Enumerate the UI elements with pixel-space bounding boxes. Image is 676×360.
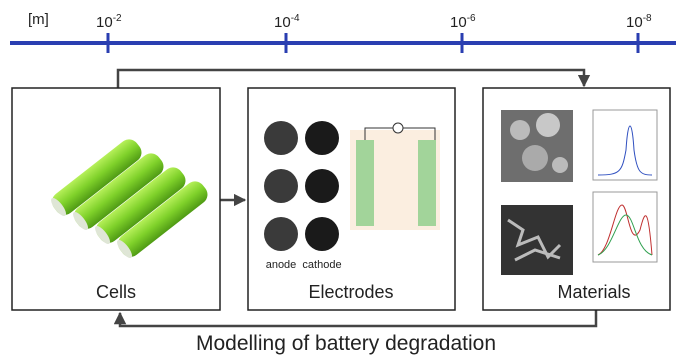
box-label: Cells	[96, 282, 136, 302]
caption: Modelling of battery degradation	[196, 332, 496, 355]
scale-tick-label: 10-6	[450, 13, 476, 31]
scale-tick-label: 10-8	[626, 13, 652, 31]
scale-tick-label: 10-4	[274, 13, 300, 31]
scale-tick-label: 10-2	[96, 13, 122, 31]
box-label: Electrodes	[308, 282, 393, 302]
electrode-sublabel: cathode	[302, 259, 341, 271]
scale-unit: [m]	[28, 11, 49, 28]
arrow-feedback	[120, 310, 596, 326]
arrow-top	[118, 70, 584, 88]
electrode-schematic	[350, 123, 440, 230]
diagram: [m] 10-2 10-4 10-6 10-8 Cells anode cath…	[0, 0, 676, 360]
box-label: Materials	[557, 282, 630, 302]
electrode-sublabel: anode	[266, 259, 297, 271]
